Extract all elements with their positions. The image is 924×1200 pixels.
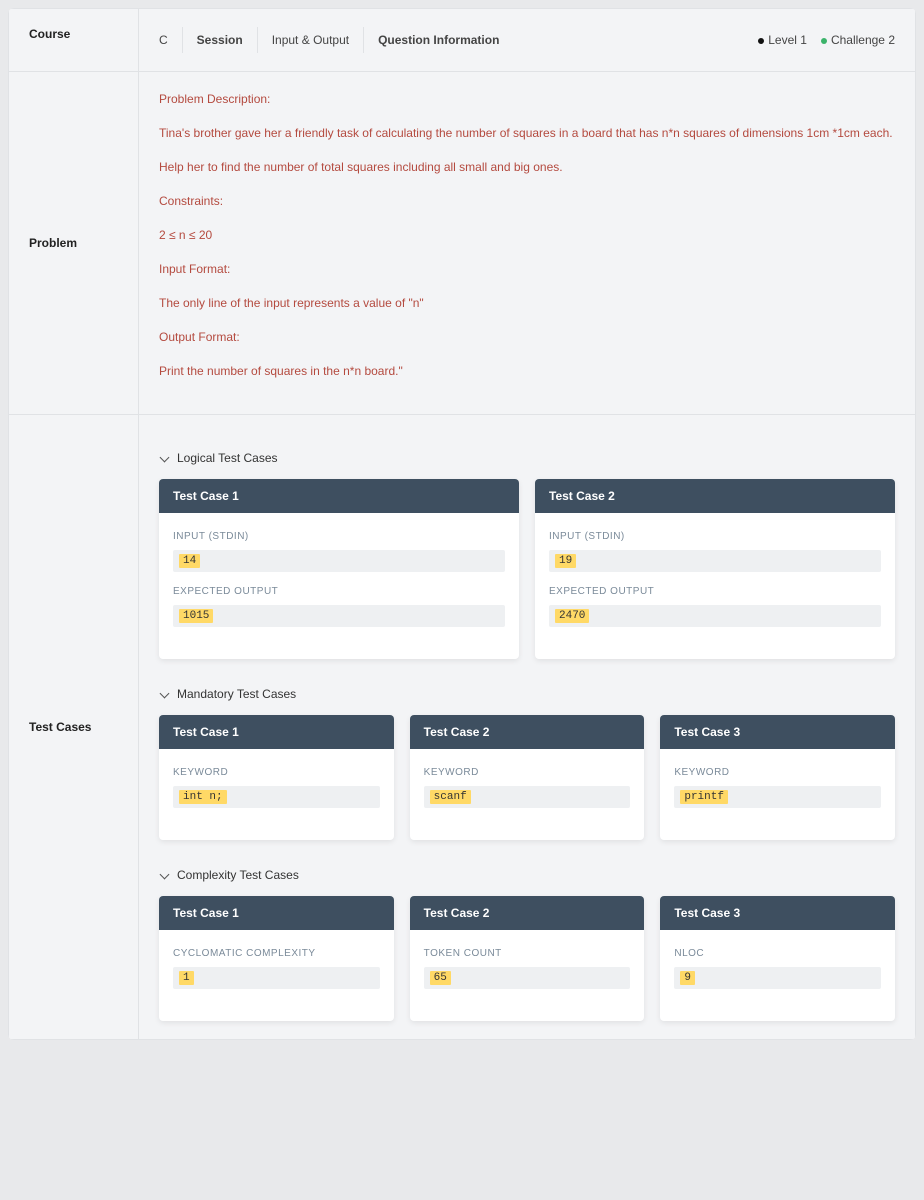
card-header: Test Case 3 xyxy=(660,715,895,749)
field-label-tokencount: TOKEN COUNT xyxy=(424,948,631,959)
complexity-value: 1 xyxy=(173,967,380,989)
logical-card-2: Test Case 2 INPUT (STDIN) 19 EXPECTED OU… xyxy=(535,479,895,659)
level-dot-icon xyxy=(758,38,764,44)
complexity-section-title: Complexity Test Cases xyxy=(177,868,299,882)
card-header: Test Case 2 xyxy=(535,479,895,513)
test-cases-row: Test Cases Logical Test Cases Test Case … xyxy=(9,415,916,1040)
logical-card-1: Test Case 1 INPUT (STDIN) 14 EXPECTED OU… xyxy=(159,479,519,659)
mandatory-card-1: Test Case 1 KEYWORD int n; xyxy=(159,715,394,840)
problem-line: The only line of the input represents a … xyxy=(159,294,895,312)
meta-row: C Session Input & Output Question Inform… xyxy=(159,27,895,53)
mandatory-section-toggle[interactable]: Mandatory Test Cases xyxy=(159,687,895,701)
output-value: 2470 xyxy=(549,605,881,627)
mandatory-card-3: Test Case 3 KEYWORD printf xyxy=(660,715,895,840)
complexity-value: 65 xyxy=(424,967,631,989)
field-label-input: INPUT (STDIN) xyxy=(549,531,881,542)
level-badge: Level 1 xyxy=(758,33,807,47)
problem-line: 2 ≤ n ≤ 20 xyxy=(159,226,895,244)
test-cases-cell: Logical Test Cases Test Case 1 INPUT (ST… xyxy=(139,415,916,1040)
field-label-keyword: KEYWORD xyxy=(424,767,631,778)
problem-line: Constraints: xyxy=(159,192,895,210)
problem-line: Tina's brother gave her a friendly task … xyxy=(159,124,895,142)
field-label-output: EXPECTED OUTPUT xyxy=(173,586,505,597)
card-header: Test Case 1 xyxy=(159,715,394,749)
meta-lang: C xyxy=(159,27,183,53)
card-header: Test Case 1 xyxy=(159,896,394,930)
field-label-nloc: NLOC xyxy=(674,948,881,959)
field-label-keyword: KEYWORD xyxy=(674,767,881,778)
field-label-keyword: KEYWORD xyxy=(173,767,380,778)
chevron-down-icon xyxy=(159,453,169,463)
problem-line: Print the number of squares in the n*n b… xyxy=(159,362,895,380)
row-label-problem: Problem xyxy=(9,72,139,415)
field-label-input: INPUT (STDIN) xyxy=(173,531,505,542)
challenge-dot-icon xyxy=(821,38,827,44)
complexity-cards: Test Case 1 CYCLOMATIC COMPLEXITY 1 Test… xyxy=(159,896,895,1021)
keyword-value: scanf xyxy=(424,786,631,808)
problem-line: Problem Description: xyxy=(159,90,895,108)
row-label-testcases: Test Cases xyxy=(9,415,139,1040)
mandatory-card-2: Test Case 2 KEYWORD scanf xyxy=(410,715,645,840)
card-header: Test Case 2 xyxy=(410,715,645,749)
course-row: Course C Session Input & Output Question… xyxy=(9,9,916,72)
complexity-section-toggle[interactable]: Complexity Test Cases xyxy=(159,868,895,882)
meta-question-info: Question Information xyxy=(364,27,513,53)
mandatory-section-title: Mandatory Test Cases xyxy=(177,687,296,701)
chevron-down-icon xyxy=(159,870,169,880)
info-table: Course C Session Input & Output Question… xyxy=(8,8,916,1040)
problem-line: Help her to find the number of total squ… xyxy=(159,158,895,176)
field-label-output: EXPECTED OUTPUT xyxy=(549,586,881,597)
problem-line: Output Format: xyxy=(159,328,895,346)
content-panel: Course C Session Input & Output Question… xyxy=(8,8,916,1040)
complexity-card-1: Test Case 1 CYCLOMATIC COMPLEXITY 1 xyxy=(159,896,394,1021)
keyword-value: printf xyxy=(674,786,881,808)
meta-badges: Level 1 Challenge 2 xyxy=(758,33,895,47)
problem-cell: Problem Description: Tina's brother gave… xyxy=(139,72,916,415)
meta-io: Input & Output xyxy=(258,27,364,53)
problem-line: Input Format: xyxy=(159,260,895,278)
problem-description: Problem Description: Tina's brother gave… xyxy=(159,90,895,380)
mandatory-cards: Test Case 1 KEYWORD int n; Test Case 2 K… xyxy=(159,715,895,840)
row-label-course: Course xyxy=(9,9,139,72)
challenge-badge: Challenge 2 xyxy=(821,33,895,47)
complexity-card-2: Test Case 2 TOKEN COUNT 65 xyxy=(410,896,645,1021)
card-header: Test Case 3 xyxy=(660,896,895,930)
input-value: 19 xyxy=(549,550,881,572)
complexity-value: 9 xyxy=(674,967,881,989)
card-header: Test Case 1 xyxy=(159,479,519,513)
logical-section-title: Logical Test Cases xyxy=(177,451,278,465)
logical-section-toggle[interactable]: Logical Test Cases xyxy=(159,451,895,465)
complexity-card-3: Test Case 3 NLOC 9 xyxy=(660,896,895,1021)
keyword-value: int n; xyxy=(173,786,380,808)
card-header: Test Case 2 xyxy=(410,896,645,930)
meta-session: Session xyxy=(183,27,258,53)
input-value: 14 xyxy=(173,550,505,572)
logical-cards: Test Case 1 INPUT (STDIN) 14 EXPECTED OU… xyxy=(159,479,895,659)
problem-row: Problem Problem Description: Tina's brot… xyxy=(9,72,916,415)
output-value: 1015 xyxy=(173,605,505,627)
course-meta-cell: C Session Input & Output Question Inform… xyxy=(139,9,916,72)
chevron-down-icon xyxy=(159,689,169,699)
field-label-cyclomatic: CYCLOMATIC COMPLEXITY xyxy=(173,948,380,959)
